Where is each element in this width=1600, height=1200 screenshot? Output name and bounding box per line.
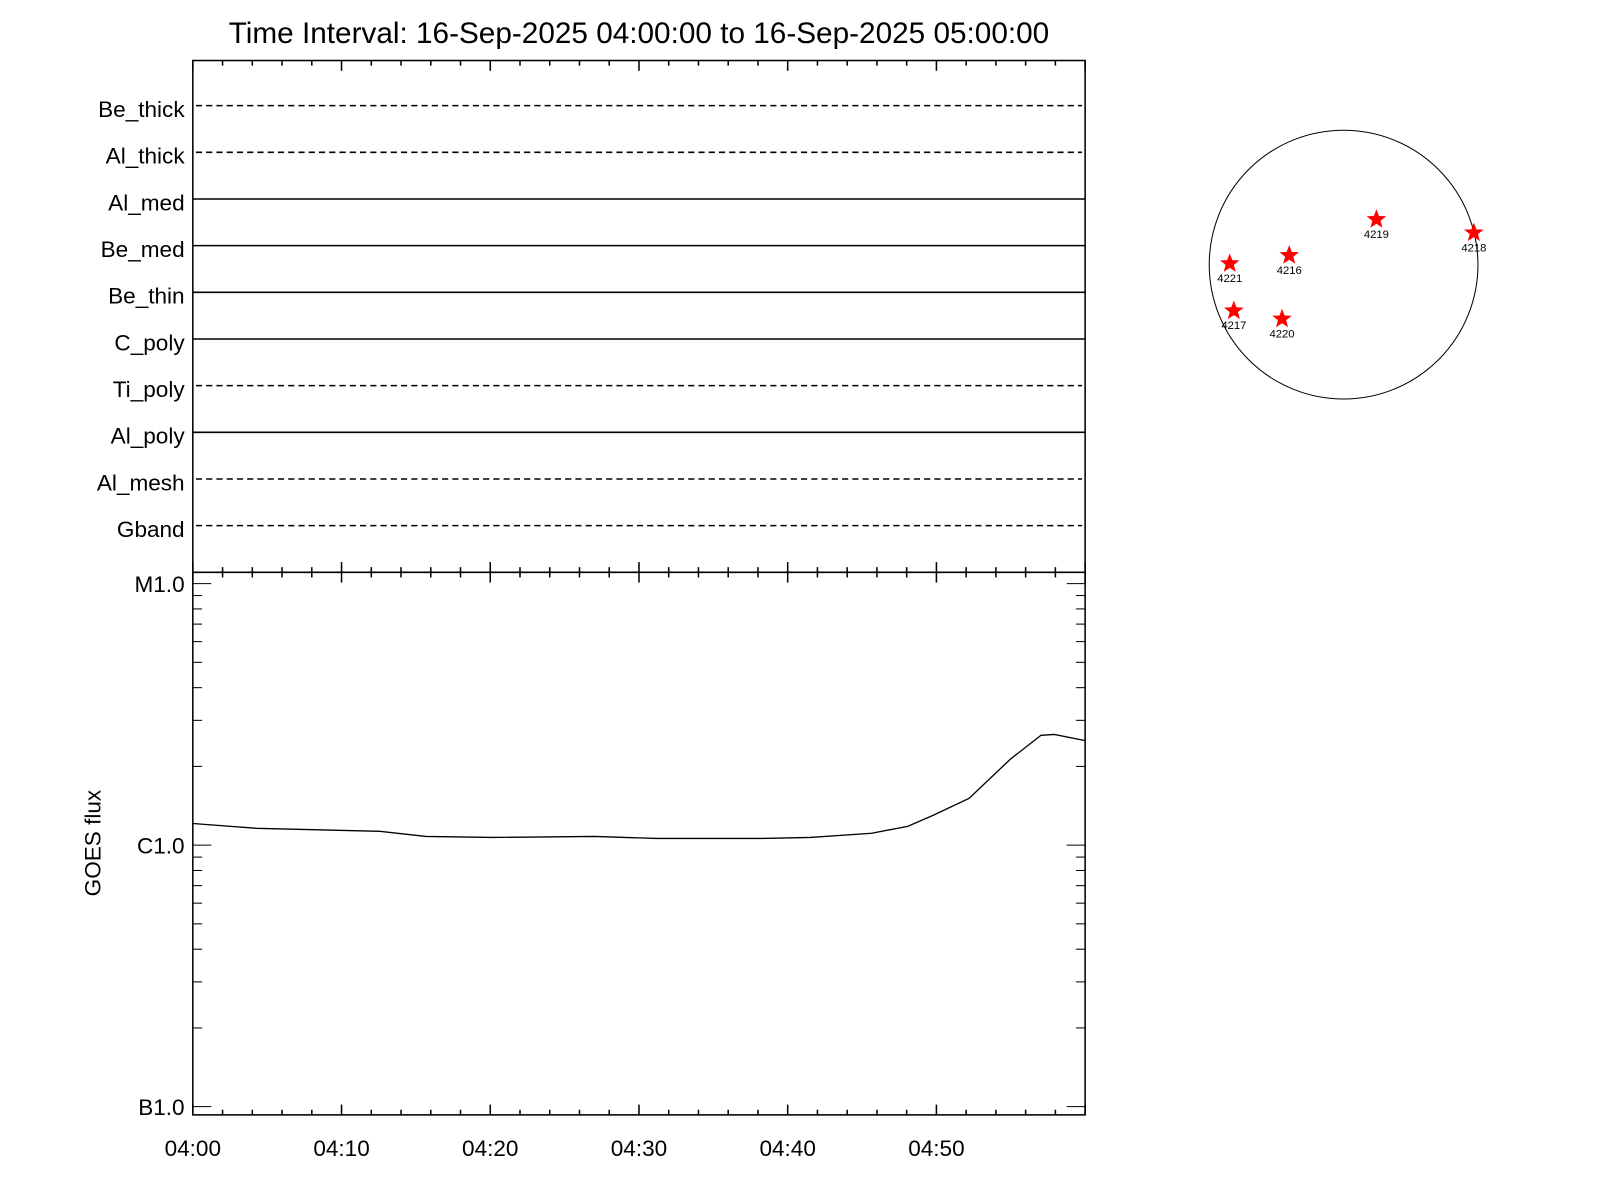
active-region-star-icon: [1224, 300, 1244, 320]
x-tick-label: 04:30: [611, 1136, 667, 1161]
channel-label: Al_mesh: [97, 470, 185, 495]
channel-label: Al_thick: [106, 144, 186, 169]
active-region-star-icon: [1220, 253, 1240, 272]
active-region-star-icon: [1272, 308, 1292, 328]
active-region-star-icon: [1464, 222, 1484, 242]
solar-disk-limb: [1208, 129, 1479, 400]
channel-label: Gband: [117, 517, 185, 542]
y-axis-label: GOES flux: [81, 789, 106, 896]
x-tick-label: 04:20: [462, 1136, 518, 1161]
channel-label: Be_thin: [108, 284, 184, 309]
active-region-label: 4221: [1217, 273, 1242, 285]
active-region-label: 4216: [1277, 265, 1302, 277]
active-region-label: 4220: [1270, 328, 1295, 340]
channel-label: Be_med: [101, 237, 185, 262]
y-tick-label: C1.0: [137, 833, 185, 858]
y-tick-label: B1.0: [138, 1095, 184, 1120]
active-region-star-icon: [1279, 245, 1299, 264]
channel-panel-frame: [192, 59, 1086, 574]
goes-flux-panel: M1.0 C1.0 B1.0 04:00 04:10 04:20 04:30 04:40 04:…: [134, 571, 1086, 1161]
channel-panel: Be_thick Al_thick Al_med Be_med Be_thin C_pol…: [97, 59, 1086, 1115]
active-region-label: 4219: [1364, 229, 1389, 241]
channel-label: Ti_poly: [113, 377, 186, 402]
solar-disk: 4219 4218 4221 4216 4217 4220: [1208, 129, 1486, 400]
plot-frame: [192, 571, 1086, 1116]
x-tick-label: 04:00: [165, 1136, 221, 1161]
y-tick-label: M1.0: [134, 572, 184, 597]
channel-label: Al_med: [108, 190, 184, 215]
chart-title: Time Interval: 16-Sep-2025 04:00:00 to 1…: [229, 17, 1049, 50]
channel-label: C_poly: [114, 330, 185, 355]
x-tick-label: 04:10: [313, 1136, 369, 1161]
channel-label: Be_thick: [98, 97, 185, 122]
channel-label: Al_poly: [111, 424, 186, 449]
active-region-label: 4217: [1221, 320, 1246, 332]
active-region-label: 4218: [1461, 242, 1486, 254]
active-region-star-icon: [1366, 209, 1387, 228]
x-tick-label: 04:50: [908, 1136, 964, 1161]
goes-flux-line: [192, 733, 1086, 840]
x-tick-label: 04:40: [759, 1136, 815, 1161]
